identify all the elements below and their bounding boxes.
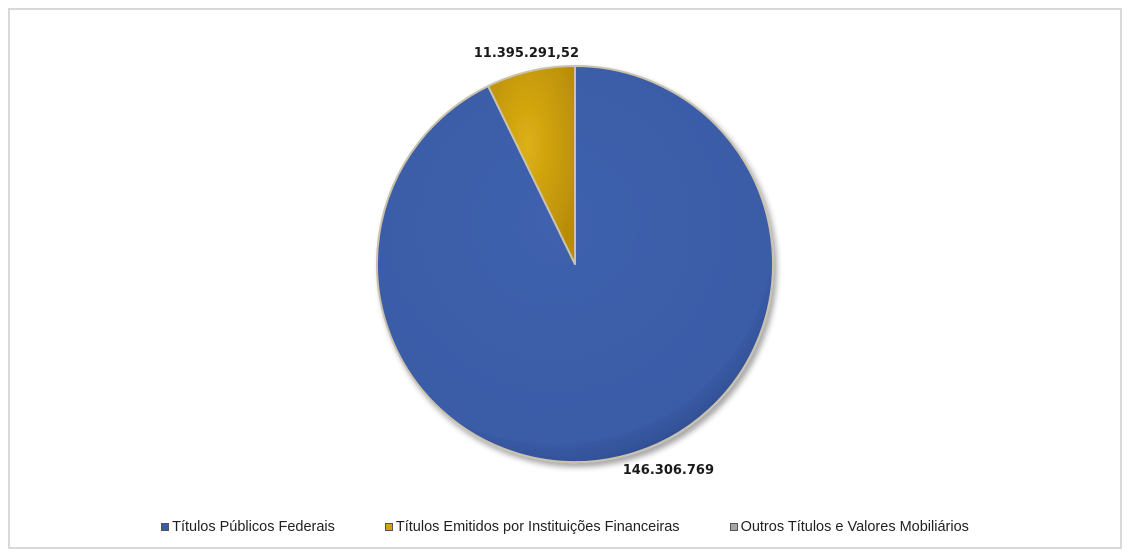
pie-labels: 146.306.769 11.395.291,52 (474, 46, 714, 478)
pie-slices (376, 65, 774, 463)
legend-item-titulos-emitidos: Títulos Emitidos por Instituições Financ… (384, 519, 680, 535)
data-label-0: 146.306.769 (623, 463, 714, 478)
legend-item-titulos-publicos-federais: Títulos Públicos Federais (161, 519, 335, 535)
legend-label: Títulos Emitidos por Instituições Financ… (395, 519, 680, 535)
legend-swatch-gold (384, 523, 393, 531)
pie-slice-1 (487, 65, 576, 265)
legend-swatch-gray (729, 523, 738, 531)
legend-swatch-blue (161, 523, 170, 531)
legend: Títulos Públicos Federais Títulos Emitid… (0, 519, 1130, 535)
legend-label: Outros Títulos e Valores Mobiliários (740, 519, 969, 535)
legend-item-outros-titulos: Outros Títulos e Valores Mobiliários (729, 519, 969, 535)
data-label-1: 11.395.291,52 (474, 46, 579, 61)
legend-label: Títulos Públicos Federais (172, 519, 335, 535)
